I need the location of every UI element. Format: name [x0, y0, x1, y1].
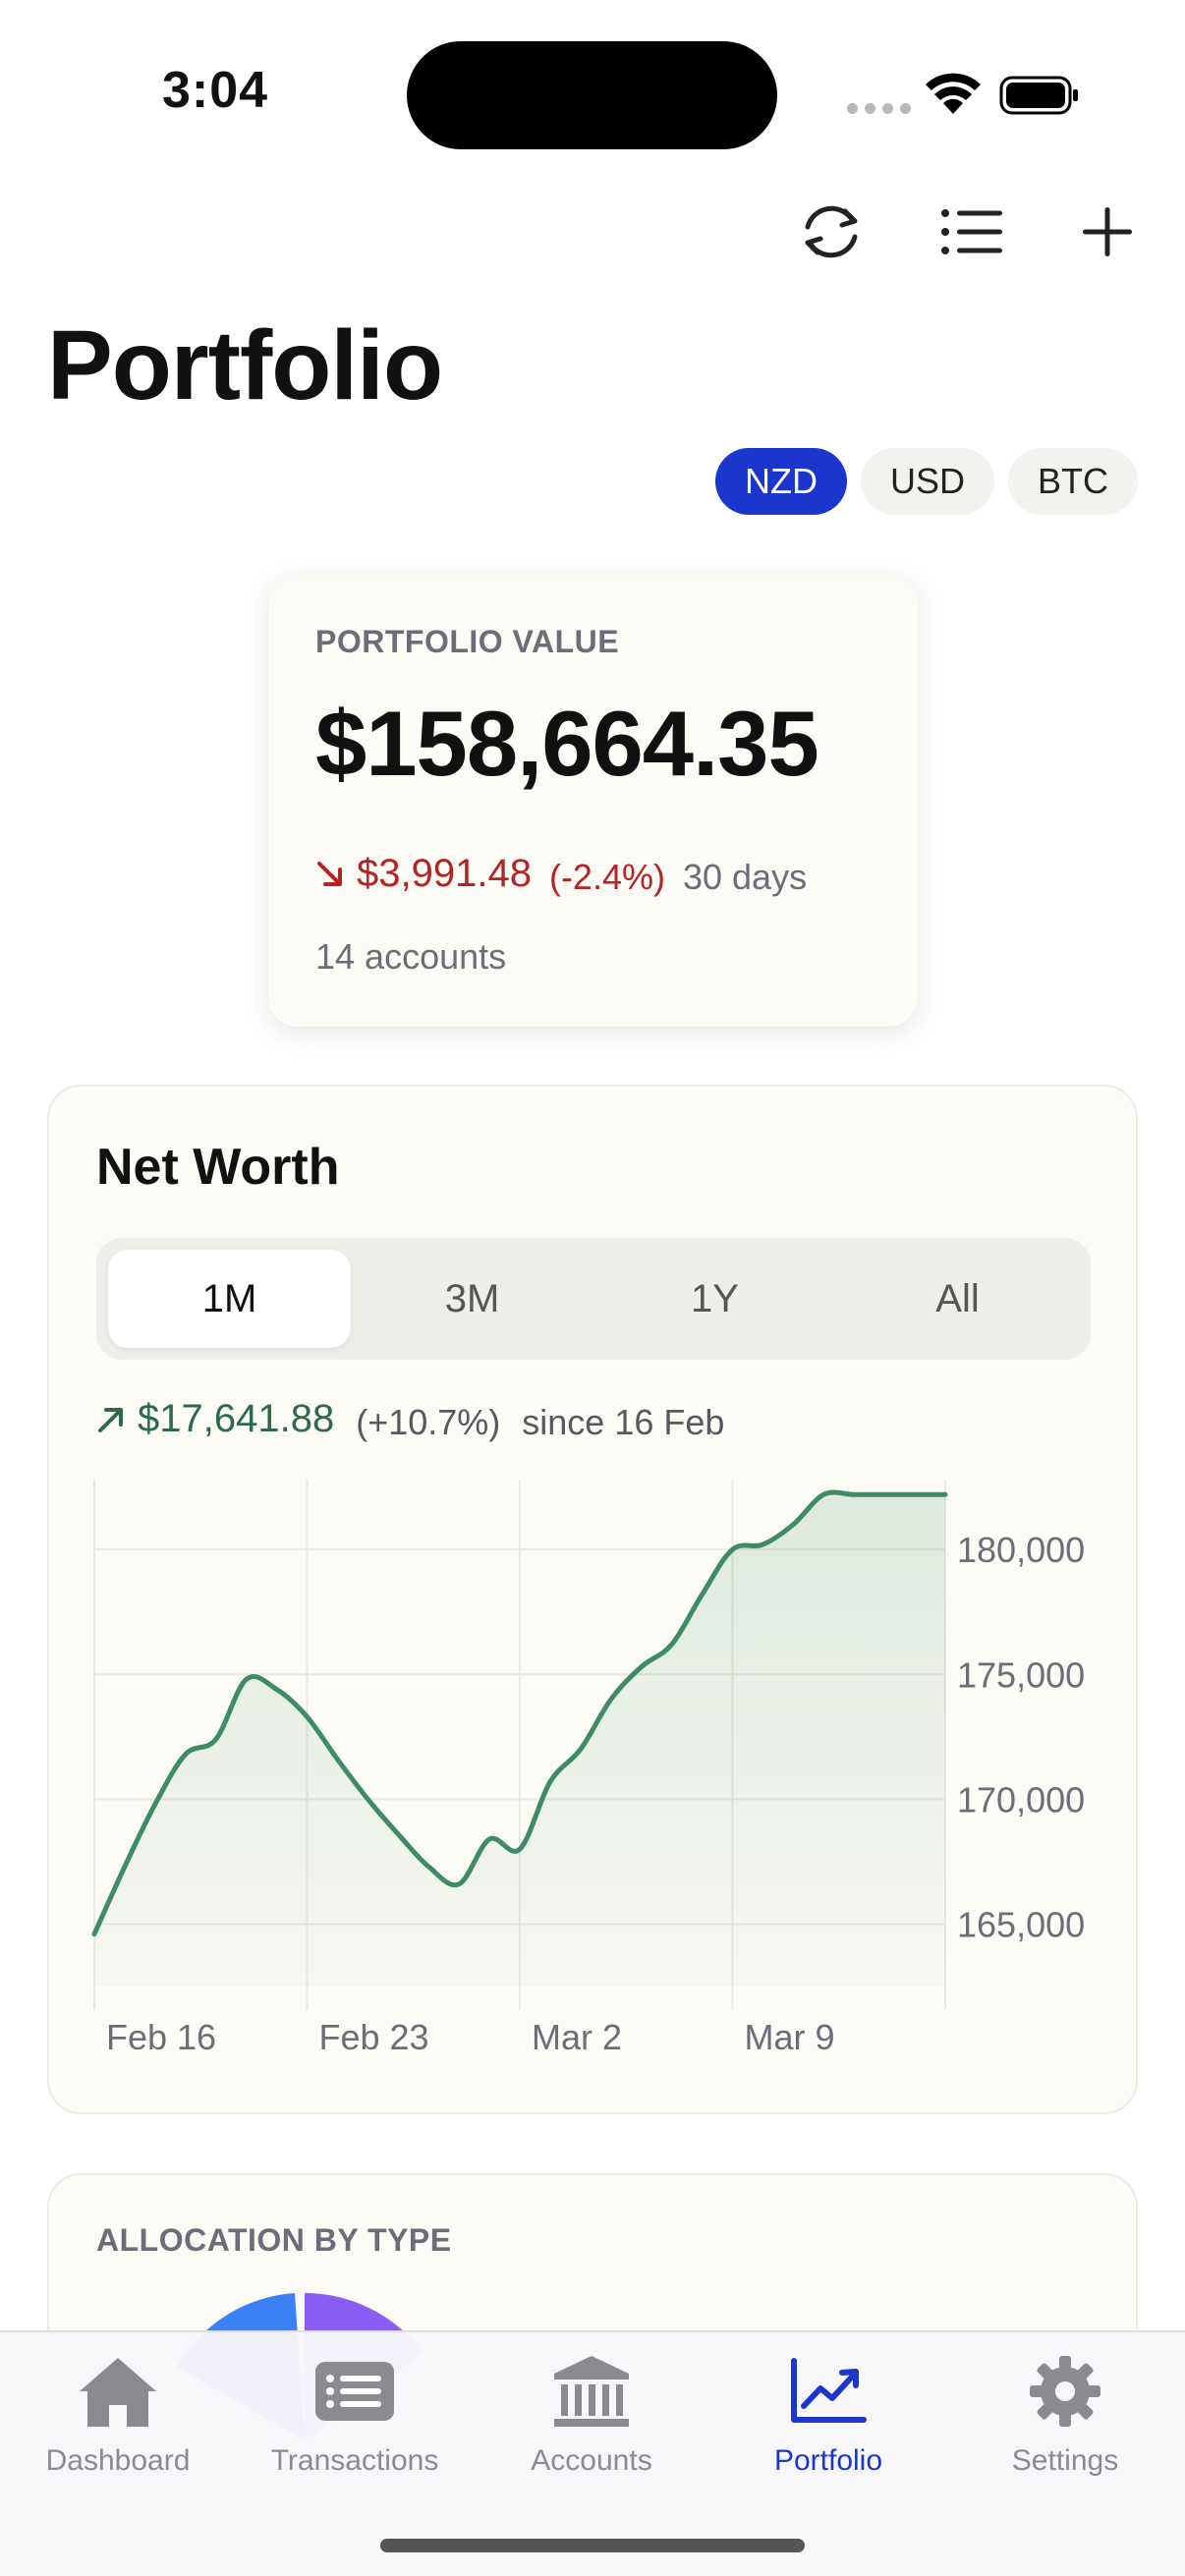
list-button[interactable] [932, 193, 1011, 271]
y-tick-label: 175,000 [957, 1654, 1085, 1695]
refresh-icon [805, 205, 858, 258]
tab-transactions[interactable]: Transactions [237, 2352, 473, 2478]
wifi-icon [926, 73, 981, 114]
bank-icon [554, 2356, 629, 2427]
x-tick-label: Feb 23 [319, 2017, 429, 2057]
chart-series-line [91, 1489, 948, 1937]
y-tick-label: 170,000 [957, 1779, 1085, 1820]
net-worth-change-percent: (+10.7%) [356, 1401, 501, 1442]
allocation-title: ALLOCATION BY TYPE [96, 2222, 452, 2258]
range-selector: 1M 3M 1Y All [96, 1238, 1091, 1360]
range-3m[interactable]: 3M [444, 1276, 500, 1320]
tab-accounts[interactable]: Accounts [474, 2352, 709, 2478]
y-tick-label: 180,000 [957, 1530, 1085, 1570]
currency-chip-btc[interactable]: BTC [1008, 448, 1138, 515]
net-worth-chart[interactable]: 165,000 170,000 175,000 180,000 Feb 16 Feb 23… [49, 1480, 1140, 2089]
portfolio-change-percent: (-2.4%) [548, 856, 665, 897]
portfolio-change: $3,991.48 (-2.4%) 30 days [315, 852, 807, 898]
accounts-count: 14 accounts [315, 936, 507, 977]
status-time: 3:04 [162, 62, 269, 119]
add-button[interactable] [1068, 193, 1147, 271]
house-icon [80, 2358, 156, 2427]
net-worth-change-amount: $17,641.88 [138, 1397, 335, 1440]
x-tick-label: Mar 2 [532, 2017, 622, 2057]
gear-icon [1030, 2356, 1100, 2427]
chart-line-uptrend-icon [791, 2358, 867, 2423]
dynamic-island [407, 41, 777, 149]
tab-label: Dashboard [45, 2444, 191, 2477]
list-rectangle-icon [315, 2362, 394, 2421]
cellular-signal-icon [847, 103, 911, 114]
home-indicator [380, 2539, 805, 2552]
x-tick-label: Feb 16 [106, 2017, 216, 2057]
currency-chip-usd[interactable]: USD [860, 448, 994, 515]
currency-chip-nzd[interactable]: NZD [714, 448, 847, 515]
tab-label: Settings [1011, 2444, 1119, 2477]
tab-settings[interactable]: Settings [947, 2352, 1183, 2478]
arrow-down-right-icon [317, 861, 342, 886]
portfolio-change-period: 30 days [682, 856, 808, 897]
portfolio-value-label: PORTFOLIO VALUE [315, 624, 620, 659]
tab-bar: Dashboard Transactions Accounts [0, 2330, 1185, 2576]
tab-label: Accounts [531, 2444, 652, 2477]
chart-area-fill [94, 1491, 945, 1987]
arrow-up-right-icon [98, 1407, 123, 1432]
portfolio-value: $158,664.35 [315, 692, 819, 795]
range-1m[interactable]: 1M [108, 1250, 351, 1348]
plus-icon [1083, 207, 1132, 256]
net-worth-since: since 16 Feb [522, 1401, 725, 1442]
status-bar: 3:04 [0, 0, 1185, 187]
page-title: Portfolio [47, 310, 443, 420]
tab-dashboard[interactable]: Dashboard [0, 2352, 236, 2478]
y-tick-label: 165,000 [957, 1904, 1085, 1944]
tab-portfolio[interactable]: Portfolio [710, 2352, 946, 2478]
battery-icon [999, 76, 1078, 115]
list-icon [941, 209, 1002, 254]
net-worth-card: Net Worth 1M 3M 1Y All $17,641.88 (+10.7… [47, 1085, 1138, 2114]
tab-label: Portfolio [773, 2444, 883, 2477]
x-tick-label: Mar 9 [745, 2017, 835, 2057]
tab-label: Transactions [270, 2444, 439, 2477]
portfolio-change-amount: $3,991.48 [357, 852, 532, 895]
net-worth-change: $17,641.88 (+10.7%) since 16 Feb [96, 1397, 724, 1443]
portfolio-value-card[interactable]: PORTFOLIO VALUE $158,664.35 $3,991.48 (-… [268, 575, 918, 1027]
currency-selector: NZD USD BTC [714, 448, 1138, 515]
range-all[interactable]: All [935, 1276, 980, 1320]
refresh-button[interactable] [792, 193, 871, 271]
net-worth-title: Net Worth [96, 1139, 340, 1196]
range-1y[interactable]: 1Y [691, 1276, 739, 1320]
